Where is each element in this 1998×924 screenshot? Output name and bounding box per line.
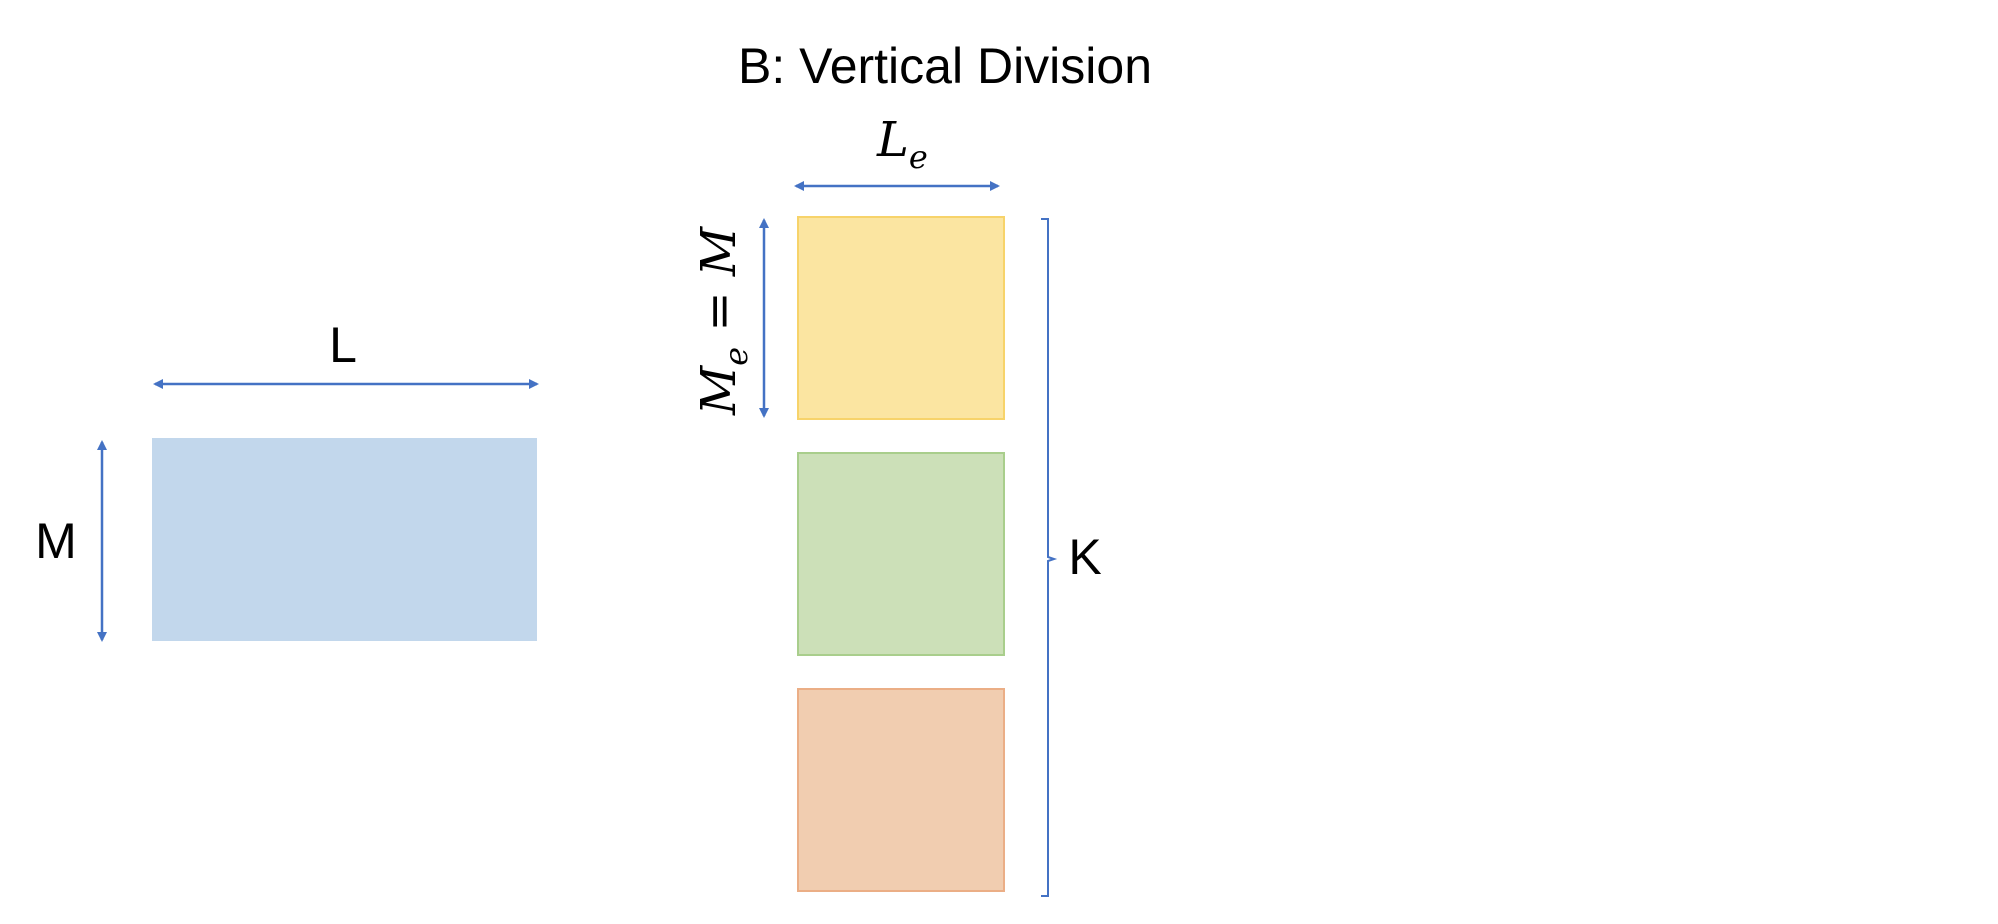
block-width-label-base: L bbox=[876, 112, 909, 168]
block-height-label-sub: e bbox=[717, 347, 755, 366]
block-width-label-sub: e bbox=[909, 138, 928, 176]
original-rectangle bbox=[152, 438, 537, 641]
block-1 bbox=[797, 216, 1005, 420]
group-brace bbox=[1041, 218, 1058, 897]
block-height-label: Me = M bbox=[691, 225, 755, 416]
original-width-label: L bbox=[329, 317, 357, 373]
original-height-label: M bbox=[35, 513, 77, 569]
diagram-title: B: Vertical Division bbox=[738, 38, 1152, 94]
block-2 bbox=[797, 452, 1005, 656]
block-width-label: Le bbox=[876, 112, 928, 176]
block-height-label-base: M bbox=[691, 364, 747, 416]
group-label: K bbox=[1068, 529, 1101, 585]
block-height-label-rhs: M bbox=[691, 225, 747, 277]
block-3 bbox=[797, 688, 1005, 892]
block-height-label-eq: = bbox=[691, 276, 747, 347]
